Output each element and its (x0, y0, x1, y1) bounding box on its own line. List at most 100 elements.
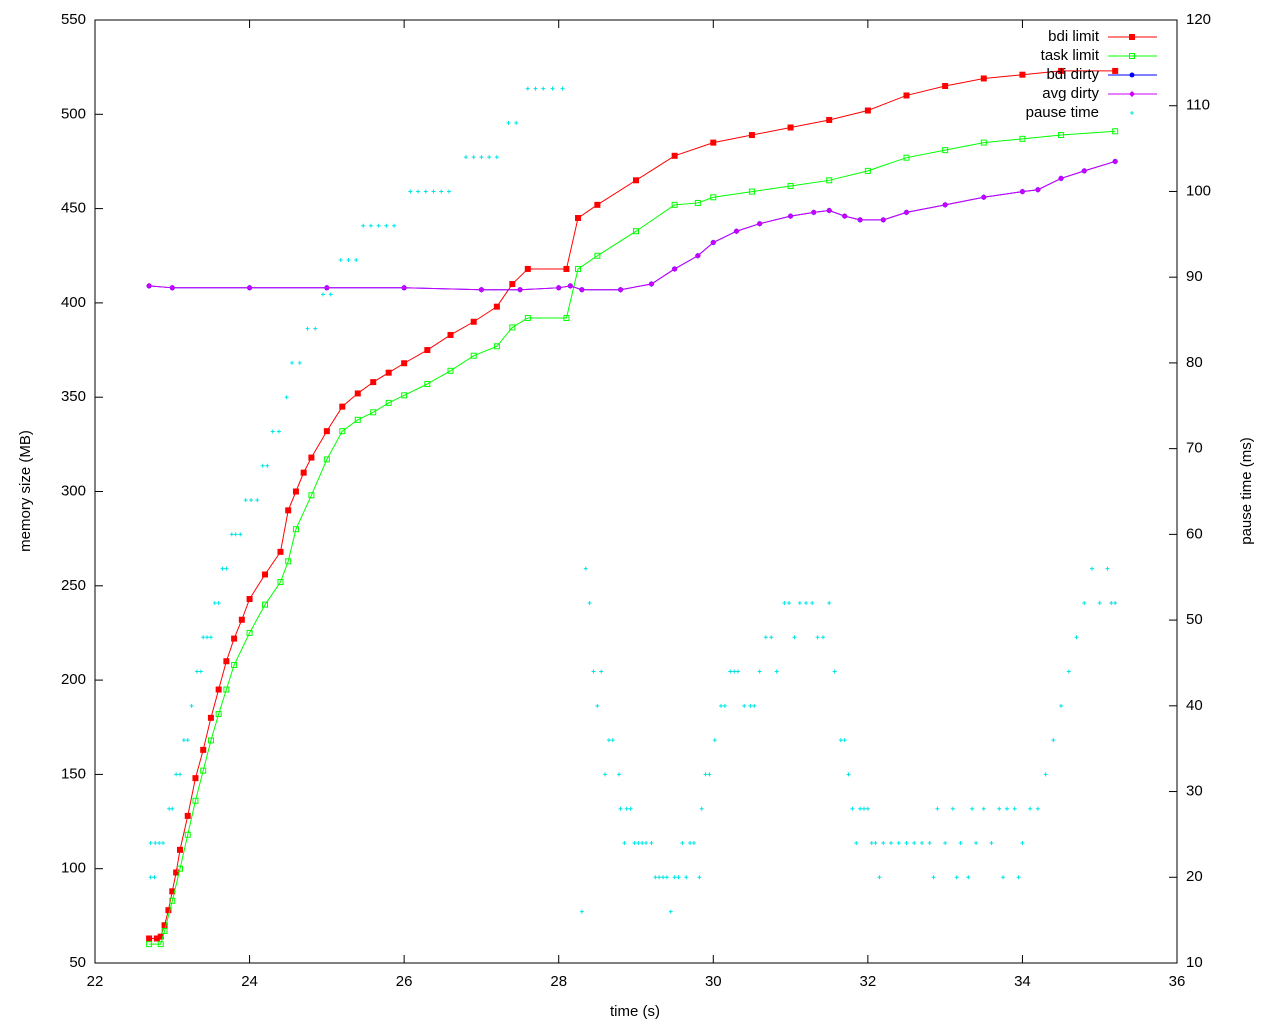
marker (861, 806, 866, 811)
marker (1019, 135, 1026, 142)
marker (649, 840, 654, 845)
marker (838, 738, 843, 743)
marker (285, 558, 292, 565)
marker (555, 284, 562, 291)
marker (308, 492, 315, 499)
marker (161, 840, 166, 845)
marker (198, 669, 203, 674)
marker (942, 83, 949, 90)
marker (787, 213, 794, 220)
marker (640, 840, 645, 845)
marker (416, 189, 421, 194)
marker (216, 600, 221, 605)
marker (942, 147, 949, 154)
marker (285, 507, 292, 514)
y-tick-label: 250 (61, 577, 86, 594)
marker (323, 284, 330, 291)
y2-axis-label: pause time (ms) (1238, 437, 1255, 545)
marker (189, 703, 194, 708)
marker (1019, 188, 1026, 195)
marker (169, 897, 176, 904)
marker (205, 635, 210, 640)
marker (904, 840, 909, 845)
marker (424, 380, 431, 387)
marker (821, 635, 826, 640)
marker (841, 213, 848, 220)
marker (919, 840, 924, 845)
y-tick-label: 550 (61, 11, 86, 28)
marker (774, 669, 779, 674)
marker (308, 454, 315, 461)
marker (815, 635, 820, 640)
marker (157, 941, 164, 948)
marker (300, 469, 307, 476)
marker (478, 286, 485, 293)
marker (722, 703, 727, 708)
marker (184, 812, 191, 819)
marker (493, 343, 500, 350)
marker (185, 738, 190, 743)
marker (756, 220, 763, 227)
marker (470, 318, 477, 325)
y2-tick-label: 20 (1186, 868, 1203, 885)
marker (697, 875, 702, 880)
marker (624, 806, 629, 811)
marker (980, 75, 987, 82)
marker (1066, 669, 1071, 674)
y-tick-label: 400 (61, 294, 86, 311)
marker (157, 933, 164, 940)
marker (810, 600, 815, 605)
marker (1012, 806, 1017, 811)
marker (212, 600, 217, 605)
marker (873, 840, 878, 845)
y-tick-label: 450 (61, 200, 86, 217)
marker (563, 265, 570, 272)
marker (1034, 186, 1041, 193)
marker (262, 571, 269, 578)
marker (354, 258, 359, 263)
marker (338, 258, 343, 263)
y-tick-label: 150 (61, 765, 86, 782)
marker (1097, 600, 1102, 605)
marker (231, 635, 238, 642)
x-tick-label: 32 (860, 973, 877, 990)
legend-marker (1129, 53, 1135, 59)
marker (827, 600, 832, 605)
marker (1058, 175, 1065, 182)
marker (594, 201, 601, 208)
marker (207, 737, 214, 744)
marker (550, 86, 555, 91)
marker (220, 566, 225, 571)
marker (320, 292, 325, 297)
marker (733, 228, 740, 235)
marker (832, 669, 837, 674)
marker (703, 772, 708, 777)
legend-label: bdi limit (1048, 28, 1100, 45)
marker (506, 120, 511, 125)
marker (246, 629, 253, 636)
marker (858, 806, 863, 811)
marker (192, 775, 199, 782)
marker (1081, 167, 1088, 174)
marker (710, 194, 717, 201)
marker (763, 635, 768, 640)
marker (524, 314, 531, 321)
marker (943, 840, 948, 845)
marker (370, 379, 377, 386)
marker (408, 189, 413, 194)
marker (471, 155, 476, 160)
marker (671, 152, 678, 159)
marker (401, 392, 408, 399)
marker (178, 772, 183, 777)
marker (618, 806, 623, 811)
marker (200, 746, 207, 753)
marker (246, 284, 253, 291)
marker (595, 703, 600, 708)
marker (1058, 67, 1065, 74)
marker (509, 281, 516, 288)
marker (305, 326, 310, 331)
marker (719, 703, 724, 708)
marker (161, 922, 168, 929)
marker (680, 840, 685, 845)
